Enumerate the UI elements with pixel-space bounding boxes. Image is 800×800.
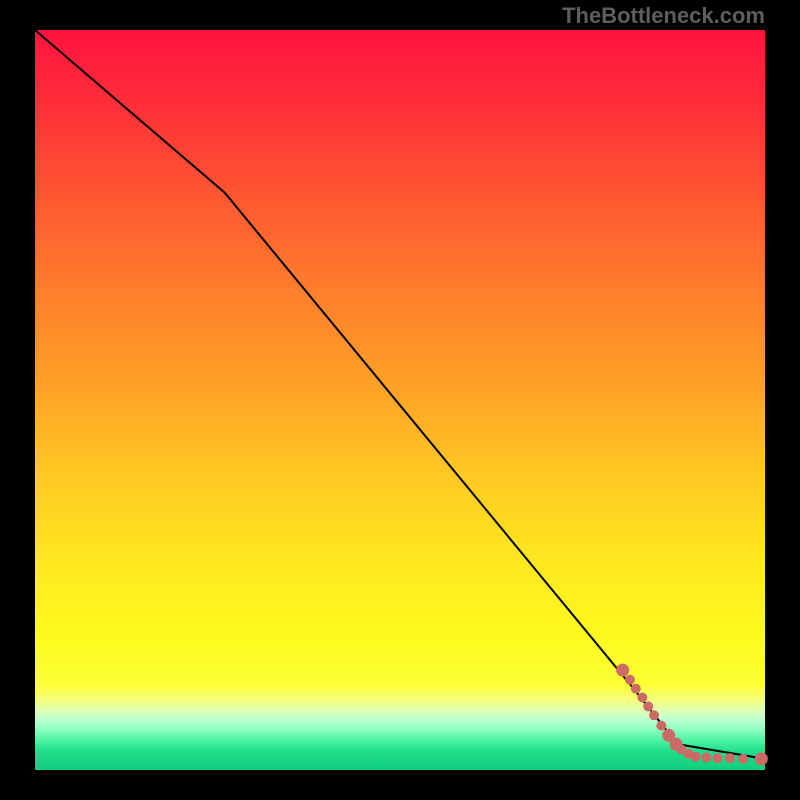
data-marker: [702, 752, 712, 762]
chart-root: TheBottleneck.com: [0, 0, 800, 800]
data-marker: [738, 754, 748, 764]
data-marker: [755, 752, 768, 765]
data-marker: [691, 752, 701, 762]
data-marker: [725, 753, 735, 763]
data-marker: [643, 701, 653, 711]
data-marker: [631, 684, 641, 694]
watermark-text: TheBottleneck.com: [562, 3, 765, 29]
data-marker: [649, 710, 659, 720]
data-marker: [656, 721, 666, 731]
data-marker: [616, 664, 629, 677]
plot-gradient-background: [35, 30, 765, 770]
data-marker: [625, 675, 635, 685]
data-marker: [637, 692, 647, 702]
chart-svg: [0, 0, 800, 800]
data-marker: [713, 753, 723, 763]
